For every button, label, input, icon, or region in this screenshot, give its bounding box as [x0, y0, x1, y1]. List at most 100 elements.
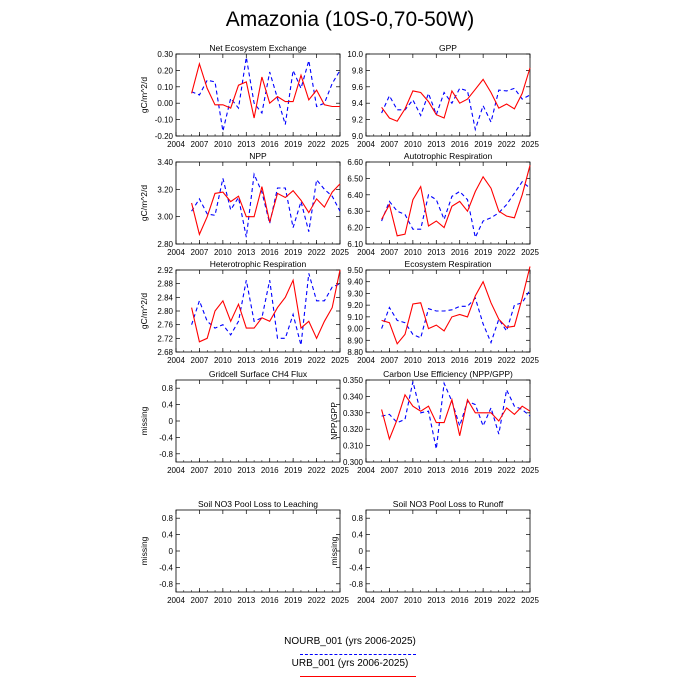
legend-label-urb: URB_001 (yrs 2006-2025) [291, 658, 409, 669]
y-tick-label: 0.320 [343, 425, 364, 434]
y-tick-label: 0.330 [343, 409, 364, 418]
y-tick-label: 2.72 [157, 334, 173, 343]
plot-frame [365, 161, 531, 245]
x-tick-label: 2004 [167, 596, 185, 605]
series-line-urb [191, 183, 341, 237]
x-tick-label: 2019 [284, 466, 302, 475]
y-tick-label: 2.80 [157, 240, 173, 249]
x-tick-label: 2010 [404, 466, 422, 475]
x-tick-label: 2007 [191, 356, 209, 365]
panel-title: Autotrophic Respiration [404, 151, 493, 161]
panel-title: GPP [439, 43, 457, 53]
x-tick-label: 2022 [498, 248, 516, 257]
x-tick-label: 2013 [427, 140, 445, 149]
plot-frame [175, 269, 341, 353]
y-tick-label: 2.88 [157, 280, 173, 289]
legend-line-nourb [300, 654, 416, 655]
chart-panel-4: Heterotrophic Respiration gC/m^2/d 2004 200… [139, 259, 349, 365]
y-tick-label: 9.8 [352, 66, 364, 75]
y-tick-label: 0 [169, 417, 174, 426]
y-tick-label: 10.0 [347, 50, 363, 59]
x-tick-label: 2007 [381, 356, 399, 365]
y-tick-label: -0.4 [349, 563, 363, 572]
x-tick-label: 2025 [521, 356, 539, 365]
y-tick-label: 6.60 [347, 158, 363, 167]
x-tick-label: 2022 [308, 140, 326, 149]
y-tick-label: 2.92 [157, 266, 173, 275]
x-tick-label: 2016 [451, 140, 469, 149]
x-tick-label: 2010 [404, 140, 422, 149]
panel-title: Soil NO3 Pool Loss to Leaching [198, 499, 318, 509]
x-tick-label: 2019 [284, 356, 302, 365]
x-tick-label: 2004 [357, 356, 375, 365]
y-tick-label: 9.40 [347, 278, 363, 287]
series-line-urb [191, 61, 340, 119]
y-tick-label: 0.8 [352, 514, 364, 523]
x-tick-label: 2004 [357, 466, 375, 475]
plot-frame [365, 509, 531, 593]
y-tick-label: -0.20 [155, 132, 174, 141]
series-line-nourb [191, 273, 341, 346]
series-line-urb [381, 165, 531, 237]
x-tick-label: 2019 [284, 248, 302, 257]
x-tick-label: 2016 [451, 466, 469, 475]
chart-panel-7: Carbon Use Efficiency (NPP/GPP) NPP/GPP 20… [329, 369, 539, 475]
y-tick-label: -0.8 [159, 580, 173, 589]
x-tick-label: 2010 [214, 356, 232, 365]
y-tick-label: -0.8 [159, 450, 173, 459]
y-tick-label: 6.40 [347, 191, 363, 200]
series-line-nourb [191, 172, 341, 238]
plot-frame [175, 53, 341, 137]
x-tick-label: 2007 [191, 596, 209, 605]
y-tick-label: 0.10 [157, 83, 173, 92]
y-axis-label: gC/m^2/d [139, 77, 149, 113]
x-tick-label: 2004 [167, 140, 185, 149]
y-tick-label: 3.00 [157, 213, 173, 222]
y-tick-label: 9.4 [352, 99, 364, 108]
x-tick-label: 2013 [427, 248, 445, 257]
x-tick-label: 2025 [521, 466, 539, 475]
y-axis-label: NPP/GPP [329, 402, 339, 440]
x-tick-label: 2016 [451, 596, 469, 605]
x-tick-label: 2019 [474, 596, 492, 605]
y-tick-label: 0.340 [343, 392, 364, 401]
x-tick-label: 2025 [331, 356, 349, 365]
chart-panel-1: GPP 2004 2007 2010 2013 2016 2019 2022 2025 9.0 9.… [347, 43, 539, 149]
x-tick-label: 2016 [261, 140, 279, 149]
x-tick-label: 2016 [261, 356, 279, 365]
x-tick-label: 2016 [451, 248, 469, 257]
x-tick-label: 2022 [308, 356, 326, 365]
y-tick-label: 2.68 [157, 348, 173, 357]
y-tick-label: 9.20 [347, 301, 363, 310]
series-line-urb [381, 393, 531, 441]
x-tick-label: 2007 [191, 140, 209, 149]
y-tick-label: 6.50 [347, 174, 363, 183]
y-tick-label: 9.2 [352, 116, 364, 125]
x-tick-label: 2022 [308, 248, 326, 257]
y-tick-label: -0.8 [349, 580, 363, 589]
x-tick-label: 2004 [167, 248, 185, 257]
x-tick-label: 2019 [474, 356, 492, 365]
y-tick-label: 9.50 [347, 266, 363, 275]
x-tick-label: 2022 [308, 466, 326, 475]
y-tick-label: 0.4 [162, 401, 174, 410]
y-axis-label: gC/m^2/d [139, 185, 149, 221]
series-line-nourb [191, 57, 341, 132]
x-tick-label: 2010 [214, 466, 232, 475]
x-tick-label: 2007 [381, 596, 399, 605]
x-tick-label: 2007 [381, 466, 399, 475]
y-tick-label: 2.76 [157, 321, 173, 330]
y-tick-label: 2.84 [157, 293, 173, 302]
x-tick-label: 2007 [191, 466, 209, 475]
y-tick-label: -0.4 [159, 563, 173, 572]
series-line-urb [381, 266, 531, 345]
panel-title: NPP [249, 151, 267, 161]
legend-line-urb [300, 676, 416, 677]
x-tick-label: 2013 [237, 140, 255, 149]
y-tick-label: 0.20 [157, 66, 173, 75]
plot-frame [365, 379, 531, 463]
y-tick-label: 0.300 [343, 458, 364, 467]
page-title: Amazonia (10S-0,70-50W) [225, 8, 475, 31]
x-tick-label: 2019 [284, 596, 302, 605]
